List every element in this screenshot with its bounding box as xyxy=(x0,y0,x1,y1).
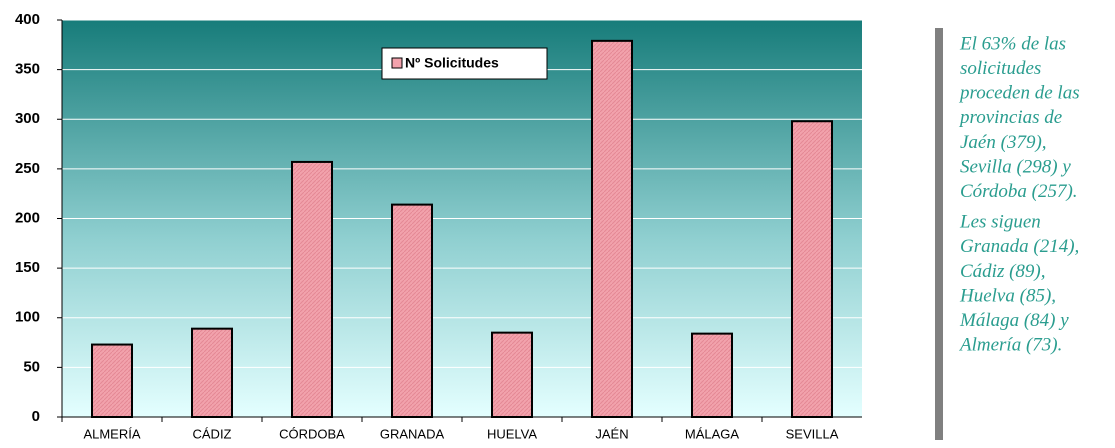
x-tick-label: CÁDIZ xyxy=(193,426,232,441)
bar xyxy=(691,332,733,419)
y-tick-label: 200 xyxy=(15,209,40,226)
legend-label: Nº Solicitudes xyxy=(405,55,499,71)
sidebar-text: Cádiz (89), xyxy=(960,261,1046,282)
y-tick-label: 0 xyxy=(32,408,40,425)
y-tick-label: 300 xyxy=(15,110,40,127)
x-tick-label: GRANADA xyxy=(380,426,445,441)
y-tick-label: 350 xyxy=(15,61,40,78)
legend-swatch xyxy=(391,57,403,69)
sidebar-text: Jaén (379), xyxy=(960,132,1047,153)
x-tick-label: SEVILLA xyxy=(786,426,839,441)
sidebar-text: Granada (214), xyxy=(960,236,1079,257)
y-tick-label: 150 xyxy=(15,259,40,276)
x-tick-label: HUELVA xyxy=(487,426,537,441)
bar xyxy=(791,120,833,419)
sidebar-text: Huelva (85), xyxy=(959,285,1056,306)
sidebar-text: provincias de xyxy=(958,107,1062,128)
sidebar-text: El 63% de las xyxy=(959,33,1066,54)
y-tick-label: 250 xyxy=(15,160,40,177)
bar xyxy=(491,331,533,419)
x-tick-label: CÓRDOBA xyxy=(279,426,345,441)
legend-box xyxy=(381,47,548,80)
sidebar-text: proceden de las xyxy=(958,83,1080,104)
bar xyxy=(291,160,333,418)
sidebar-text: Almería (73). xyxy=(958,335,1062,356)
bar xyxy=(91,343,133,418)
y-tick-label: 400 xyxy=(15,11,40,28)
sidebar-text: Sevilla (298) y xyxy=(960,156,1071,177)
sidebar-text: Les siguen xyxy=(959,212,1041,233)
sidebar-text: Málaga (84) y xyxy=(959,310,1069,331)
bar xyxy=(391,203,433,418)
x-tick-label: MÁLAGA xyxy=(685,426,740,441)
sidebar-rule xyxy=(935,28,943,440)
bar xyxy=(591,39,633,418)
x-tick-label: JAÉN xyxy=(595,426,628,441)
x-tick-label: ALMERÍA xyxy=(83,426,140,441)
sidebar-text: solicitudes xyxy=(960,58,1041,79)
y-tick-label: 50 xyxy=(23,358,40,375)
bar xyxy=(191,327,233,419)
y-tick-label: 100 xyxy=(15,309,40,326)
sidebar-text: Córdoba (257). xyxy=(960,181,1078,202)
